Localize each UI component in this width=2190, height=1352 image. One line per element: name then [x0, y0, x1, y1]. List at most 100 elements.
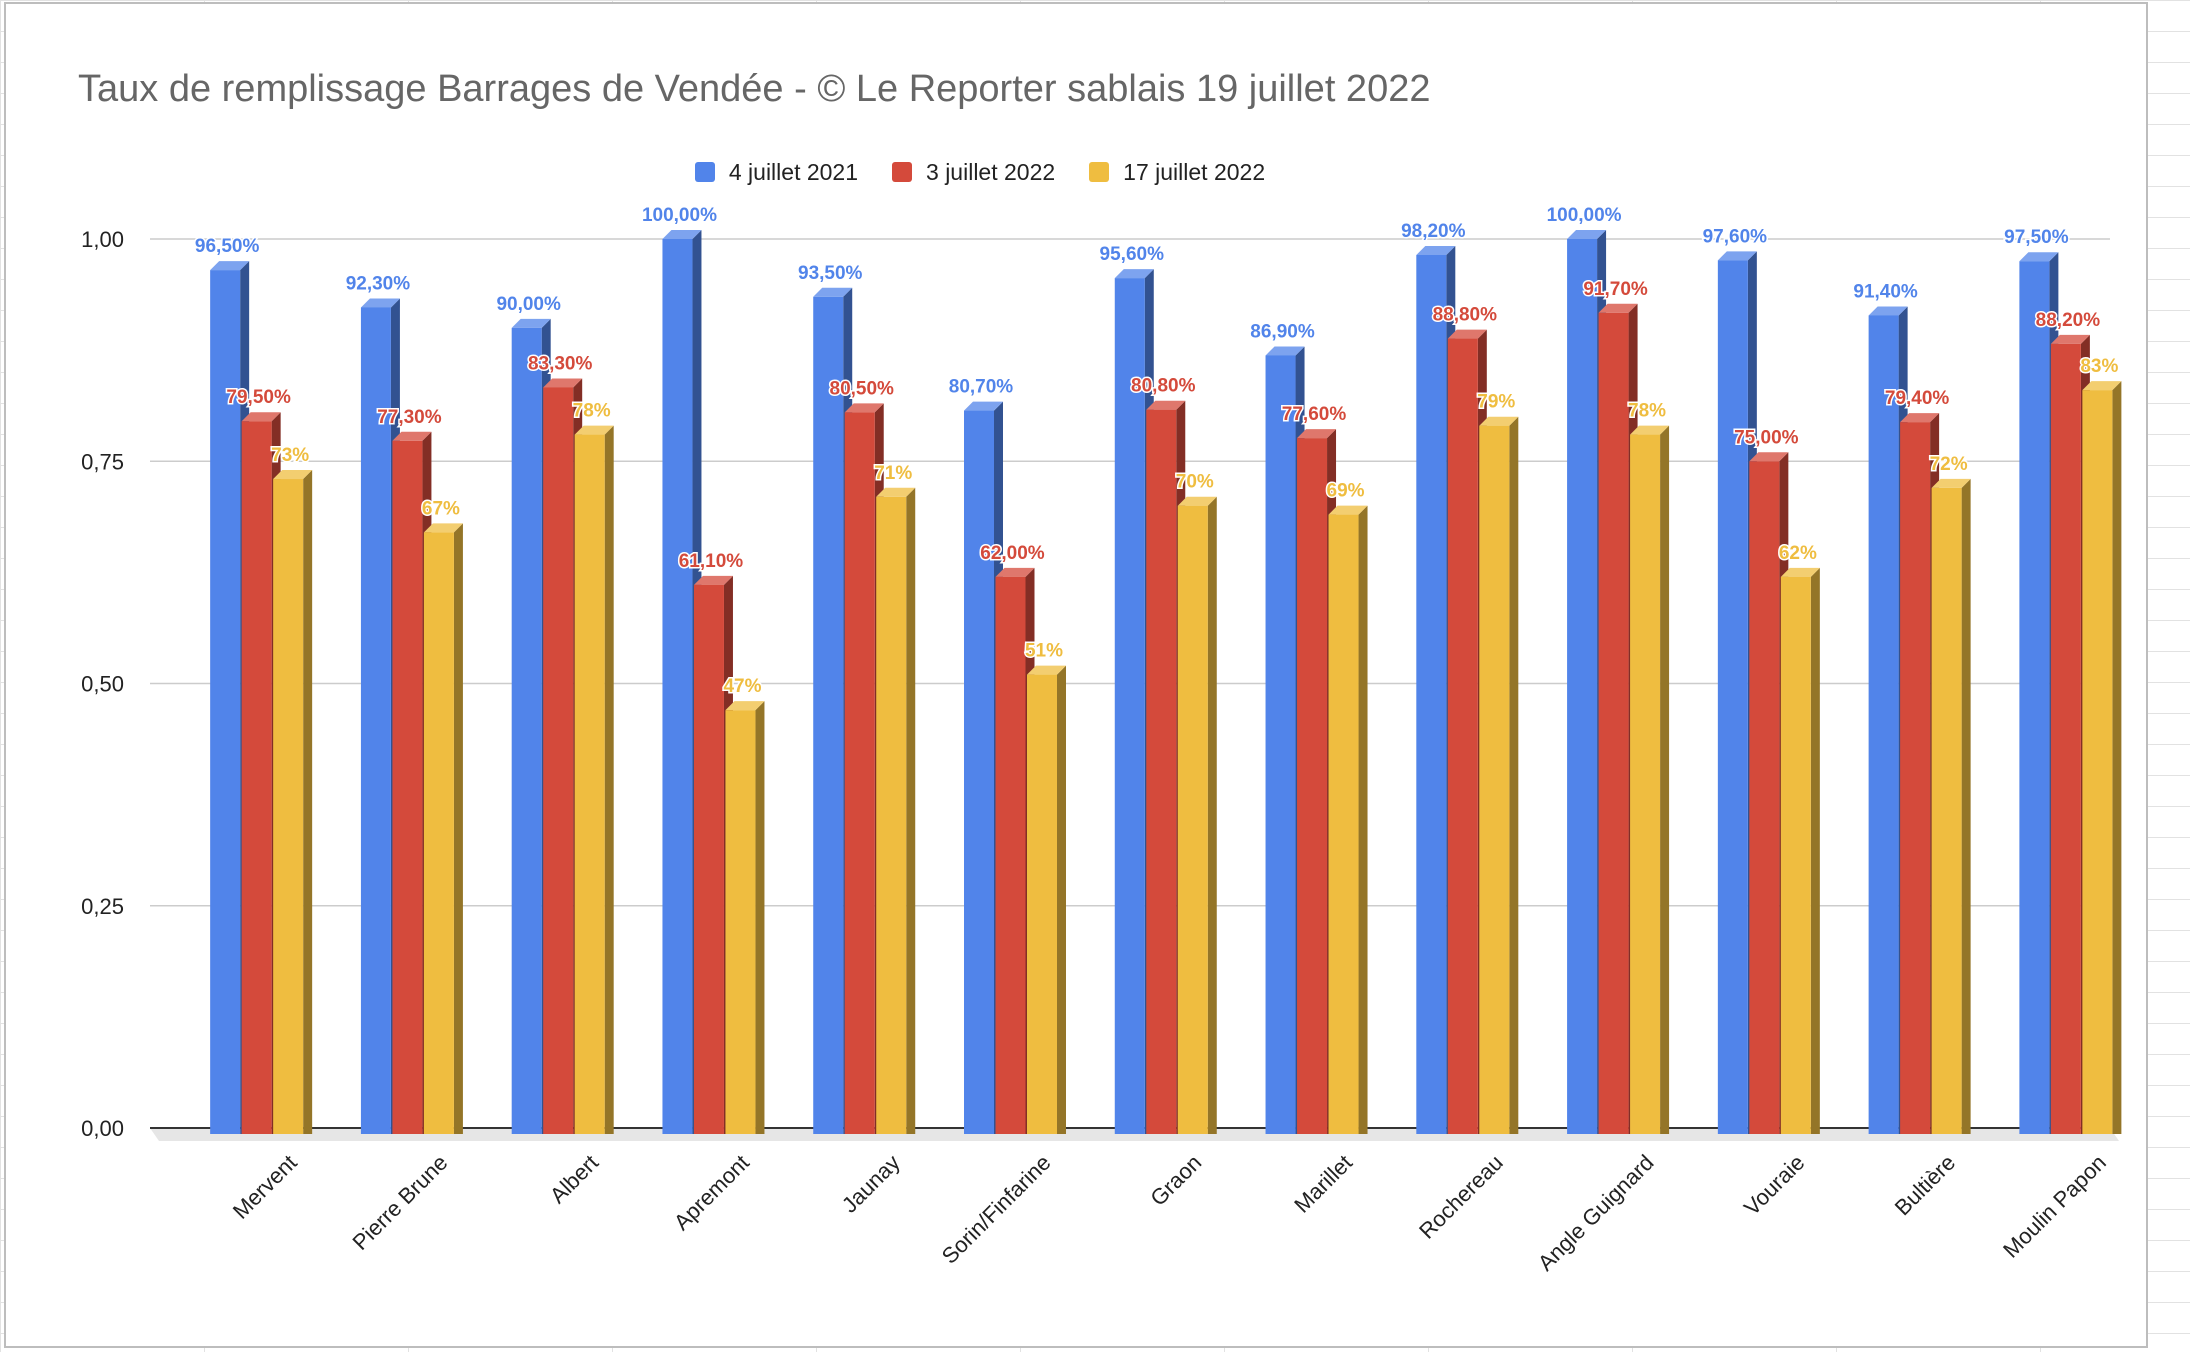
bar: [1027, 674, 1057, 1134]
bar-data-label: 79,50%: [226, 387, 291, 408]
bar: [241, 421, 272, 1134]
bar-top: [1146, 400, 1186, 410]
bar-data-label: 75,00%: [1734, 427, 1799, 448]
bar-data-label: 80,50%: [830, 378, 895, 399]
bar-data-label: 97,60%: [1703, 226, 1768, 247]
bar: [1567, 239, 1598, 1134]
bar-top: [1900, 413, 1940, 423]
bar-top: [360, 298, 400, 308]
bar: [876, 496, 907, 1134]
bar-top: [662, 230, 702, 239]
y-tick-label: 0,50: [81, 672, 124, 697]
bar-top: [543, 378, 583, 388]
bar: [1177, 505, 1208, 1134]
bar-data-label: 100,00%: [1547, 205, 1622, 226]
legend-label-series-1: 4 juillet 2021: [728, 158, 859, 185]
bar-top: [1717, 251, 1757, 261]
bar: [423, 532, 454, 1134]
bar-top: [1114, 269, 1154, 279]
bar-data-label: 93,50%: [798, 263, 863, 284]
bar-side: [453, 523, 463, 1134]
bar: [1598, 312, 1629, 1134]
bar-side: [604, 425, 614, 1135]
bar: [1297, 438, 1328, 1134]
bar-side: [1207, 496, 1217, 1134]
bar: [964, 410, 994, 1134]
bar: [725, 710, 756, 1134]
bar-top: [1479, 416, 1519, 426]
x-tick-label: Albert: [545, 1150, 603, 1208]
bar-top: [1630, 425, 1670, 435]
bar-top: [210, 261, 250, 271]
bar: [1717, 260, 1748, 1134]
bar-side: [755, 701, 765, 1134]
chart-title: Taux de remplissage Barrages de Vendée -…: [78, 68, 1431, 110]
bar-data-label: 67%: [422, 498, 460, 519]
bar-top: [1598, 303, 1638, 313]
legend-item-series-3[interactable]: 17 juillet 2022: [1089, 159, 1265, 186]
legend-item-series-2[interactable]: 3 juillet 2022: [892, 159, 1055, 186]
bar-top: [2050, 334, 2090, 344]
legend-swatch-series-2: [892, 162, 913, 182]
bar: [360, 307, 391, 1134]
x-tick-label: Pierre Brune: [347, 1150, 452, 1255]
bar-data-label: 83,30%: [528, 353, 593, 374]
legend-item-series-1[interactable]: 4 juillet 2021: [694, 158, 859, 186]
bar: [1900, 422, 1931, 1134]
x-tick-label: Graon: [1145, 1150, 1206, 1211]
bar-top: [1177, 496, 1217, 506]
y-tick-label: 0,25: [81, 894, 124, 919]
bar-data-label: 51%: [1025, 641, 1063, 662]
x-tick-label: Sorin/Finfarine: [937, 1150, 1056, 1269]
y-tick-label: 1,00: [81, 227, 124, 252]
bar: [1265, 355, 1296, 1135]
bar: [392, 440, 423, 1135]
bar-top: [2082, 381, 2122, 391]
bar-top: [1931, 478, 1971, 488]
legend-swatch-series-1: [694, 162, 715, 182]
bar-top: [1780, 567, 1820, 577]
bar-top: [1265, 346, 1305, 356]
bar-data-label: 91,40%: [1853, 281, 1918, 302]
bar: [1447, 338, 1478, 1134]
bar: [511, 327, 542, 1134]
legend-swatch-series-3: [1089, 162, 1110, 182]
bar: [2082, 390, 2113, 1134]
bar-data-label: 73%: [271, 445, 309, 466]
x-tick-label: Rochereau: [1414, 1150, 1508, 1244]
bar-data-label: 86,90%: [1250, 321, 1315, 342]
x-tick-label: Apremont: [669, 1150, 754, 1235]
bar-data-label: 98,20%: [1401, 221, 1466, 242]
bar-data-label: 79,40%: [1885, 388, 1950, 409]
bar-data-label: 96,50%: [195, 236, 260, 257]
bar-data-label: 78%: [1628, 401, 1666, 422]
bar-top: [876, 487, 916, 497]
bar-data-label: 47%: [723, 676, 761, 697]
bar-top: [511, 318, 551, 328]
x-tick-label: Vouraie: [1739, 1150, 1809, 1220]
bar-side: [2112, 381, 2122, 1134]
bar-data-label: 100,00%: [642, 205, 717, 226]
bar: [1868, 315, 1899, 1135]
bar-data-label: 97,50%: [2004, 227, 2069, 248]
bar-top: [995, 567, 1035, 577]
chart-legend: 4 juillet 2021 3 juillet 2022 17 juillet…: [0, 152, 2190, 192]
bar-data-label: 72%: [1930, 454, 1968, 475]
bar: [1749, 461, 1780, 1134]
bar-top: [2019, 252, 2059, 262]
bar-top: [1416, 246, 1456, 256]
bar-data-label: 78%: [573, 401, 611, 422]
legend-label-series-3: 17 juillet 2022: [1123, 158, 1266, 185]
x-tick-label: Angle Guignard: [1533, 1150, 1659, 1276]
bar-side: [906, 487, 916, 1134]
bar-data-label: 90,00%: [496, 294, 561, 315]
bar-top: [423, 523, 463, 533]
bar-data-label: 71%: [874, 463, 912, 484]
bar-side: [1961, 478, 1971, 1134]
bar-data-label: 88,80%: [1433, 305, 1498, 326]
bar: [1114, 278, 1145, 1135]
bar-top: [1868, 306, 1908, 316]
x-tick-label: Mervent: [228, 1150, 302, 1224]
bar-top: [844, 403, 884, 413]
